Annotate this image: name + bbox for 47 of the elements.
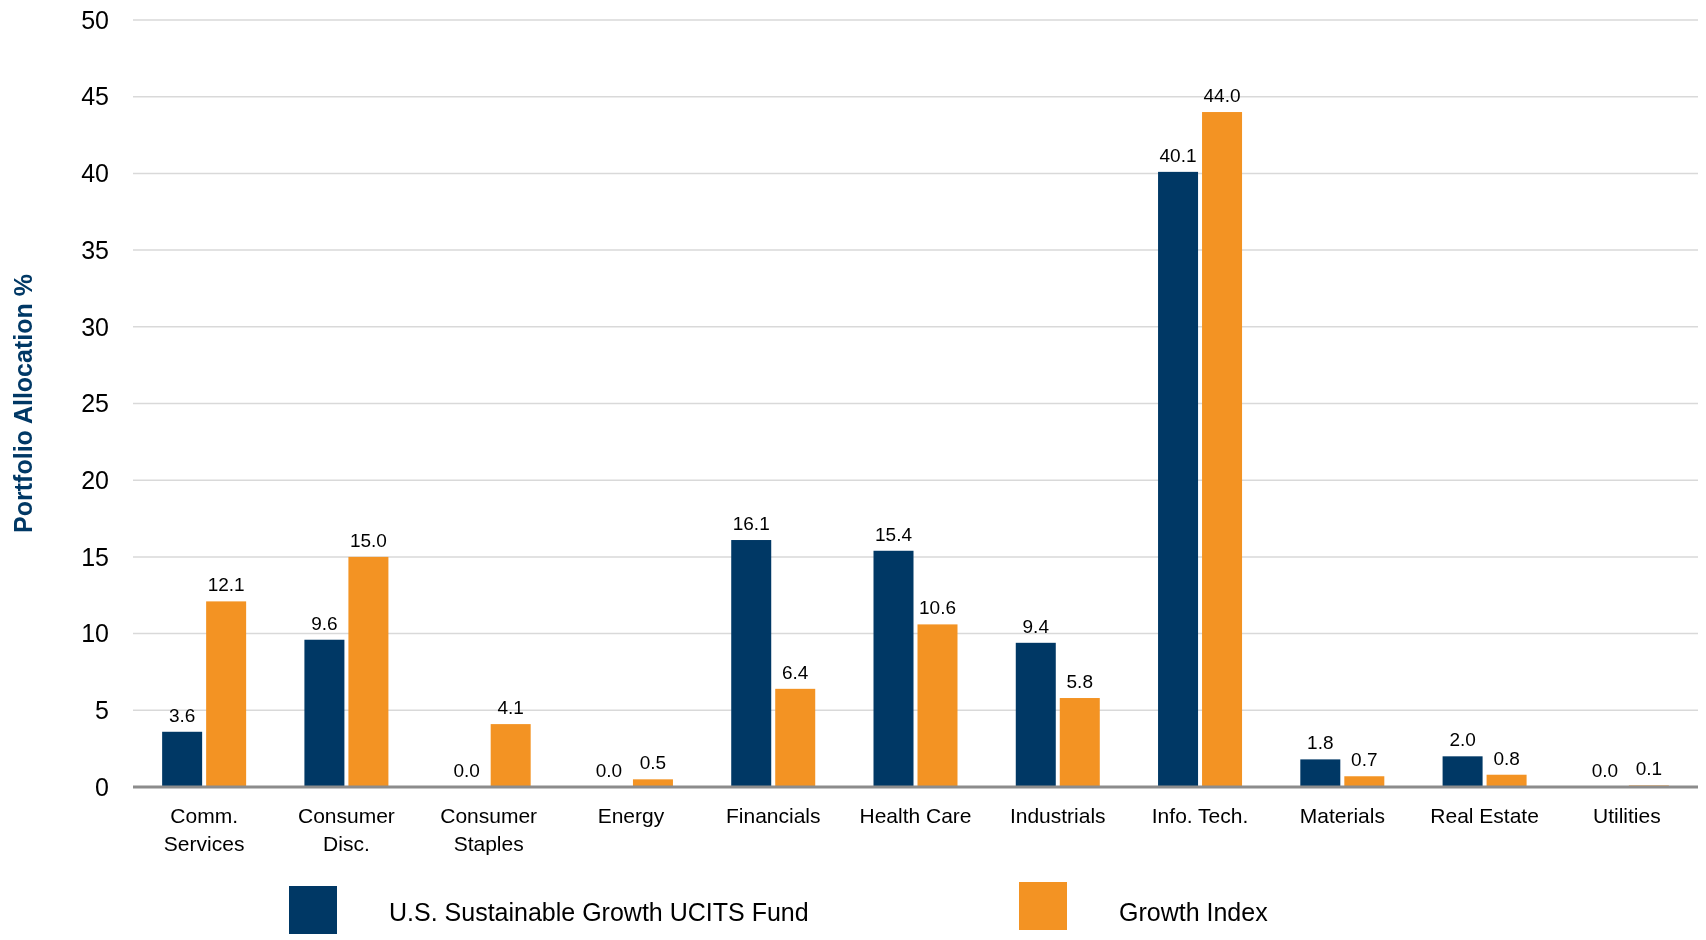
data-label: 0.7	[1351, 749, 1378, 771]
y-tick-label: 20	[81, 465, 109, 494]
data-label: 0.0	[1591, 760, 1619, 781]
y-tick-label: 35	[81, 235, 109, 264]
x-tick-label: Comm. Services	[163, 804, 245, 855]
y-tick-label: 0	[95, 772, 109, 801]
data-label: 15.4	[875, 523, 913, 545]
y-tick-label: 40	[81, 159, 109, 188]
y-tick-label: 15	[81, 542, 109, 571]
data-label: 2.0	[1449, 729, 1476, 751]
x-tick-label: Materials	[1299, 804, 1385, 827]
y-tick-label: 5	[95, 696, 109, 725]
data-label: 0.0	[453, 760, 480, 781]
data-label: 40.1	[1159, 144, 1197, 166]
data-label: 9.6	[311, 612, 338, 634]
data-label: 16.1	[732, 513, 770, 535]
data-label: 3.6	[168, 704, 196, 726]
x-tick-label: Consumer Disc.	[297, 804, 395, 855]
data-label: 5.8	[1066, 671, 1093, 693]
y-tick-label: 45	[81, 82, 109, 111]
x-tick-label: Consumer Staples	[440, 804, 538, 855]
data-label: 6.4	[782, 661, 809, 683]
data-label: 44.0	[1203, 85, 1241, 107]
data-label: 1.8	[1307, 732, 1334, 754]
y-tick-label: 30	[81, 312, 109, 341]
x-tick-label: Real Estate	[1430, 804, 1539, 827]
legend-label: Growth Index	[1119, 897, 1269, 926]
x-tick-label: Financials	[725, 804, 821, 827]
data-label: 0.5	[639, 752, 667, 774]
x-tick-label: Health Care	[859, 804, 972, 827]
x-tick-label: Utilities	[1593, 804, 1661, 827]
data-label: 12.1	[207, 574, 245, 596]
x-tick-label: Info. Tech.	[1151, 804, 1249, 827]
x-tick-label: Energy	[597, 804, 665, 827]
y-axis-title: Portfolio Allocation %	[9, 274, 37, 533]
x-tick-label: Industrials	[1009, 804, 1106, 827]
y-tick-label: 50	[81, 5, 109, 34]
data-label: 0.8	[1493, 747, 1520, 769]
data-label: 4.1	[497, 697, 524, 719]
y-tick-label: 25	[81, 389, 109, 418]
data-label: 9.4	[1022, 615, 1050, 637]
data-label: 10.6	[919, 597, 956, 619]
data-label: 0.0	[595, 760, 623, 781]
data-label: 15.0	[349, 529, 387, 551]
data-label: 0.1	[1635, 758, 1663, 780]
legend-label: U.S. Sustainable Growth UCITS Fund	[389, 897, 809, 926]
y-tick-label: 10	[81, 619, 109, 648]
